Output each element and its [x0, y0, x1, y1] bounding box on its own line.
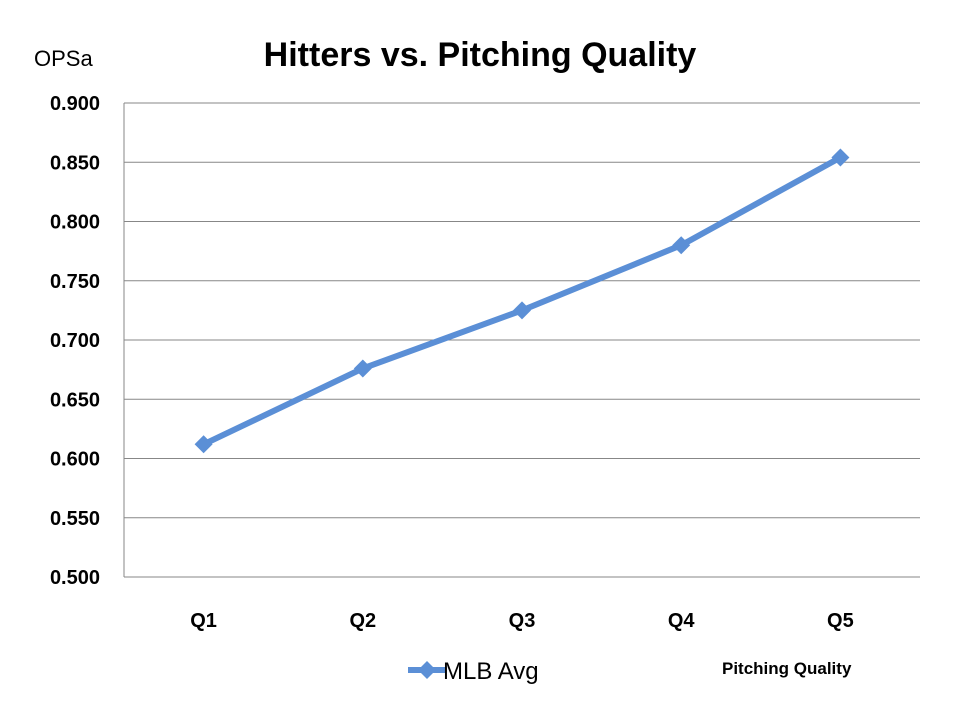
data-point [831, 148, 850, 167]
y-tick-label: 0.600 [50, 449, 100, 471]
series-line [202, 154, 842, 447]
y-tick-label: 0.900 [50, 93, 100, 115]
x-tick-labels: Q1 Q2 Q3 Q4 Q5 [190, 610, 853, 632]
y-tick-labels: 0.500 0.550 0.600 0.650 0.700 0.750 0.800 0.850… [50, 93, 100, 589]
y-tick-label: 0.550 [50, 508, 100, 530]
y-tick-label: 0.500 [50, 567, 100, 589]
y-tick-label: 0.700 [50, 330, 100, 352]
x-tick-label: Q2 [349, 610, 376, 632]
y-tick-label: 0.800 [50, 212, 100, 234]
data-point [672, 236, 691, 255]
legend-marker [418, 661, 436, 679]
axes [123, 103, 920, 578]
x-tick-label: Q1 [190, 610, 217, 632]
chart-title: Hitters vs. Pitching Quality [264, 36, 697, 74]
x-tick-label: Q4 [668, 610, 696, 632]
data-point [194, 435, 213, 454]
data-point [513, 301, 531, 320]
y-tick-label: 0.750 [50, 271, 100, 293]
x-tick-label: Q3 [509, 610, 536, 632]
legend: MLB Avg [408, 658, 539, 685]
gridlines [124, 102, 920, 519]
x-tick-label: Q5 [827, 610, 854, 632]
legend-label: MLB Avg [443, 658, 539, 685]
y-axis-label: OPSa [34, 46, 93, 71]
series [194, 148, 850, 454]
x-axis-label: Pitching Quality [722, 659, 852, 678]
data-point [353, 359, 372, 378]
y-tick-label: 0.850 [50, 152, 100, 174]
y-tick-label: 0.650 [50, 389, 100, 411]
